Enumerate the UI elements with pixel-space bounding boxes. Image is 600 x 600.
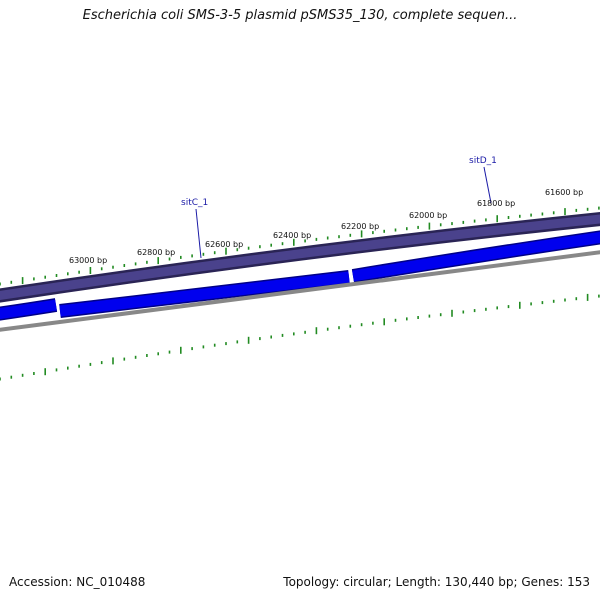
gene-arrow-sitD-fill xyxy=(352,231,600,282)
accession-number: Accession: NC_010488 xyxy=(9,575,146,589)
ruler-label-62800: 62800 bp xyxy=(137,248,175,257)
sitC-leader-line xyxy=(195,208,202,259)
ruler-label-61800: 61800 bp xyxy=(477,199,515,208)
gene-label-sitD: sitD_1 xyxy=(469,156,497,166)
sitD-leader-line xyxy=(483,166,492,204)
ruler-label-61600: 61600 bp xyxy=(545,188,583,197)
sequence-stats: Topology: circular; Length: 130,440 bp; … xyxy=(283,575,590,589)
inner-ruler-ticks xyxy=(0,293,600,381)
ruler-label-62000: 62000 bp xyxy=(409,211,447,220)
outer-feature-track-fill xyxy=(0,214,600,301)
inner-backbone-ring xyxy=(0,250,600,332)
ruler-label-62600: 62600 bp xyxy=(205,240,243,249)
ruler-label-62400: 62400 bp xyxy=(273,231,311,240)
ruler-label-63000: 63000 bp xyxy=(69,256,107,265)
gene-arrow-left-fill xyxy=(0,299,57,320)
ruler-label-62200: 62200 bp xyxy=(341,222,379,231)
gene-label-sitC: sitC_1 xyxy=(181,198,208,208)
map-title: Escherichia coli SMS-3-5 plasmid pSMS35_… xyxy=(82,8,518,23)
outer-ruler-ticks xyxy=(0,206,600,286)
gene-arrow-sitC-fill xyxy=(59,271,350,317)
